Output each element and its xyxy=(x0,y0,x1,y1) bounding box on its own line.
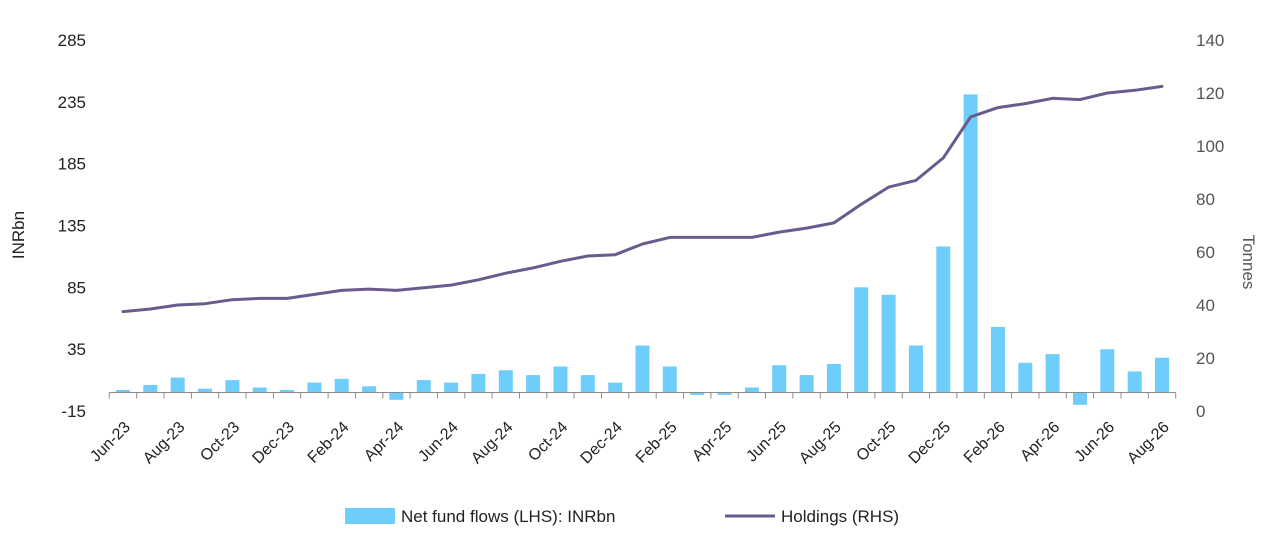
bar-aug-26 xyxy=(1155,357,1169,393)
bar-jul-23 xyxy=(143,385,158,393)
left-axis-ticks: -15 35 85 135 185 235 285 xyxy=(58,31,86,421)
x-tick-label: Dec-24 xyxy=(578,419,627,468)
bar-jun-24 xyxy=(444,382,459,393)
bar-oct-25 xyxy=(881,294,896,393)
x-tick-label: Jun-25 xyxy=(743,419,790,466)
bar-feb-26 xyxy=(990,326,1005,393)
bar-jun-25 xyxy=(772,365,787,393)
right-tick-label: 140 xyxy=(1196,31,1224,50)
line-group xyxy=(121,84,1164,314)
bar-feb-24 xyxy=(334,378,349,393)
x-tick-label: Apr-26 xyxy=(1017,419,1063,465)
bar-aug-24 xyxy=(498,370,513,393)
left-tick-label: 35 xyxy=(67,340,86,359)
bar-jul-25 xyxy=(799,375,814,393)
x-tick-label: Oct-24 xyxy=(525,419,571,465)
left-tick-label: 85 xyxy=(67,278,86,297)
bar-oct-24 xyxy=(553,366,568,393)
axes-group xyxy=(108,391,1177,399)
legend-label-net-fund-flows: Net fund flows (LHS): INRbn xyxy=(401,507,615,526)
bar-dec-23 xyxy=(280,390,295,393)
bar-mar-26 xyxy=(1018,362,1033,393)
bar-may-25 xyxy=(744,387,759,393)
x-tick-label: Feb-26 xyxy=(961,419,1009,467)
right-axis-title: Tonnes xyxy=(1239,235,1258,290)
holdings-line xyxy=(121,84,1164,314)
x-tick-label: Aug-26 xyxy=(1124,419,1173,468)
bar-jul-26 xyxy=(1127,371,1142,393)
bar-dec-25 xyxy=(936,246,951,393)
x-tick-label: Oct-23 xyxy=(197,419,243,465)
bar-mar-24 xyxy=(362,386,377,393)
legend-label-holdings: Holdings (RHS) xyxy=(781,507,899,526)
bar-apr-26 xyxy=(1045,354,1060,393)
bar-jul-24 xyxy=(471,373,486,393)
x-tick-label: Aug-24 xyxy=(468,419,517,468)
right-tick-label: 0 xyxy=(1196,402,1205,421)
bar-jan-26 xyxy=(963,94,978,393)
legend: Net fund flows (LHS): INRbn Holdings (RH… xyxy=(345,507,899,526)
bar-may-24 xyxy=(416,380,431,393)
bar-oct-23 xyxy=(225,380,240,393)
left-tick-label: 185 xyxy=(58,155,86,174)
bar-apr-25 xyxy=(717,392,732,395)
bar-mar-25 xyxy=(690,392,705,395)
bar-sep-25 xyxy=(854,287,869,393)
x-tick-label: Apr-24 xyxy=(361,419,407,465)
bar-feb-25 xyxy=(662,366,677,393)
x-tick-label: Jun-24 xyxy=(415,419,462,466)
left-tick-label: 285 xyxy=(58,31,86,50)
right-tick-label: 20 xyxy=(1196,349,1215,368)
x-tick-label: Dec-25 xyxy=(906,419,955,468)
x-tick-label: Feb-25 xyxy=(633,419,681,467)
bar-jun-26 xyxy=(1100,349,1115,393)
x-axis-ticks: Jun-23 Aug-23 Oct-23 Dec-23 Feb-24 Apr-24 Jun-… xyxy=(87,419,1173,468)
bar-aug-23 xyxy=(170,377,185,393)
bar-nov-24 xyxy=(580,375,595,393)
right-tick-label: 60 xyxy=(1196,243,1215,262)
bar-dec-24 xyxy=(608,382,623,393)
x-tick-label: Jun-23 xyxy=(87,419,134,466)
bar-jan-24 xyxy=(307,382,322,393)
bar-sep-24 xyxy=(526,375,541,393)
left-tick-label: 235 xyxy=(58,93,86,112)
left-tick-label: 135 xyxy=(58,217,86,236)
x-tick-label: Dec-23 xyxy=(249,419,298,468)
right-tick-label: 120 xyxy=(1196,84,1224,103)
right-tick-label: 80 xyxy=(1196,190,1215,209)
bars-group xyxy=(116,94,1169,405)
bar-jun-23 xyxy=(116,390,130,393)
x-tick-label: Aug-25 xyxy=(796,419,845,468)
x-tick-label: Aug-23 xyxy=(140,419,189,468)
bar-nov-25 xyxy=(908,345,923,393)
x-tick-label: Apr-25 xyxy=(689,419,735,465)
bar-sep-23 xyxy=(198,388,212,393)
x-tick-label: Oct-25 xyxy=(853,419,899,465)
bar-nov-23 xyxy=(252,387,267,393)
x-tick-label: Feb-24 xyxy=(305,419,353,467)
bar-aug-25 xyxy=(826,364,841,393)
right-tick-label: 40 xyxy=(1196,296,1215,315)
left-axis-title: INRbn xyxy=(9,211,28,259)
right-tick-label: 100 xyxy=(1196,137,1224,156)
legend-swatch-net-fund-flows xyxy=(345,508,395,524)
bar-may-26 xyxy=(1073,392,1087,405)
right-axis-ticks: 0 20 40 60 80 100 120 140 xyxy=(1196,31,1224,421)
left-tick-label: -15 xyxy=(61,402,86,421)
bar-apr-24 xyxy=(389,392,404,400)
x-tick-label: Jun-26 xyxy=(1072,419,1119,466)
bar-jan-25 xyxy=(635,345,650,393)
